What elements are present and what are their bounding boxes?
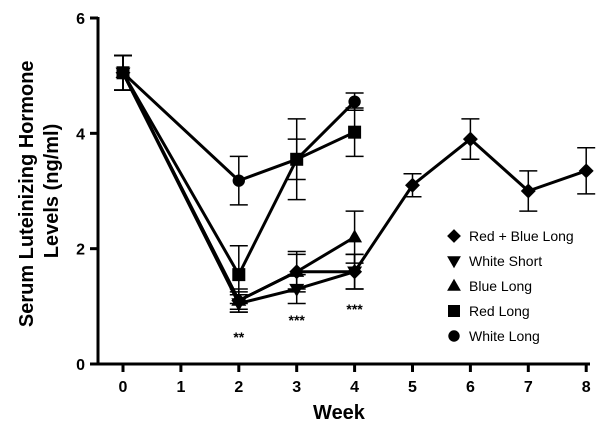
significance-marker: *** xyxy=(289,312,306,328)
legend-marker xyxy=(447,229,461,243)
legend: Red + Blue Long White Short Blue Long Red L… xyxy=(447,228,574,344)
series-line xyxy=(121,72,587,303)
data-point xyxy=(232,174,245,187)
legend-label: Red Long xyxy=(469,303,530,319)
x-tick-label: 7 xyxy=(524,379,533,396)
x-tick-label: 8 xyxy=(582,379,591,396)
y-axis-title-line-2: Levels (ng/ml) xyxy=(41,124,63,258)
legend-item: Red Long xyxy=(448,303,530,319)
legend-marker xyxy=(448,330,460,342)
significance-marker: *** xyxy=(346,301,363,317)
data-point xyxy=(578,163,594,179)
legend-label: White Long xyxy=(469,328,540,344)
data-point xyxy=(348,95,361,108)
significance-marker: ** xyxy=(233,329,244,345)
data-point xyxy=(347,264,363,280)
y-tick-label: 4 xyxy=(76,126,85,143)
x-tick-label: 0 xyxy=(119,379,128,396)
y-axis-ticks: 0 2 4 6 xyxy=(76,11,98,374)
x-tick-label: 4 xyxy=(350,379,359,396)
legend-label: Blue Long xyxy=(469,278,532,294)
y-axis-title-line-1: Serum Luteinizing Hormone xyxy=(16,60,38,327)
x-axis-title: Week xyxy=(313,402,366,424)
legend-item: Red + Blue Long xyxy=(447,228,574,244)
x-tick-label: 3 xyxy=(292,379,301,396)
axes: 0 2 4 6 0 1 2 3 4 5 6 7 8 xyxy=(76,11,591,396)
series-red-blue-long xyxy=(114,54,596,310)
data-point xyxy=(289,283,305,297)
data-point xyxy=(289,264,305,280)
x-tick-label: 5 xyxy=(408,379,417,396)
data-point xyxy=(520,183,536,199)
x-tick-label: 6 xyxy=(466,379,475,396)
data-point xyxy=(115,65,131,81)
y-axis-title: Serum Luteinizing Hormone Levels (ng/ml) xyxy=(16,55,63,327)
legend-label: White Short xyxy=(469,253,542,269)
data-point xyxy=(232,268,246,282)
x-tick-label: 2 xyxy=(234,379,243,396)
data-point xyxy=(347,229,363,243)
data-point xyxy=(405,177,420,193)
significance-annotations: ******** xyxy=(233,301,363,345)
legend-marker xyxy=(448,305,460,317)
legend-marker xyxy=(447,278,461,291)
legend-label: Red + Blue Long xyxy=(469,228,574,244)
y-tick-label: 2 xyxy=(76,242,85,259)
legend-marker xyxy=(447,256,461,269)
data-point xyxy=(462,131,478,147)
plot-area xyxy=(114,54,596,313)
legend-item: Blue Long xyxy=(447,278,532,294)
legend-item: White Long xyxy=(448,328,540,344)
x-axis-ticks: 0 1 2 3 4 5 6 7 8 xyxy=(119,364,591,396)
x-tick-label: 1 xyxy=(176,379,185,396)
data-point xyxy=(231,293,247,309)
data-point xyxy=(290,152,304,166)
y-tick-label: 6 xyxy=(76,11,85,28)
data-point xyxy=(348,125,362,139)
y-tick-label: 0 xyxy=(76,357,85,374)
legend-item: White Short xyxy=(447,253,542,269)
series-line xyxy=(121,72,356,277)
series-line xyxy=(121,71,356,183)
